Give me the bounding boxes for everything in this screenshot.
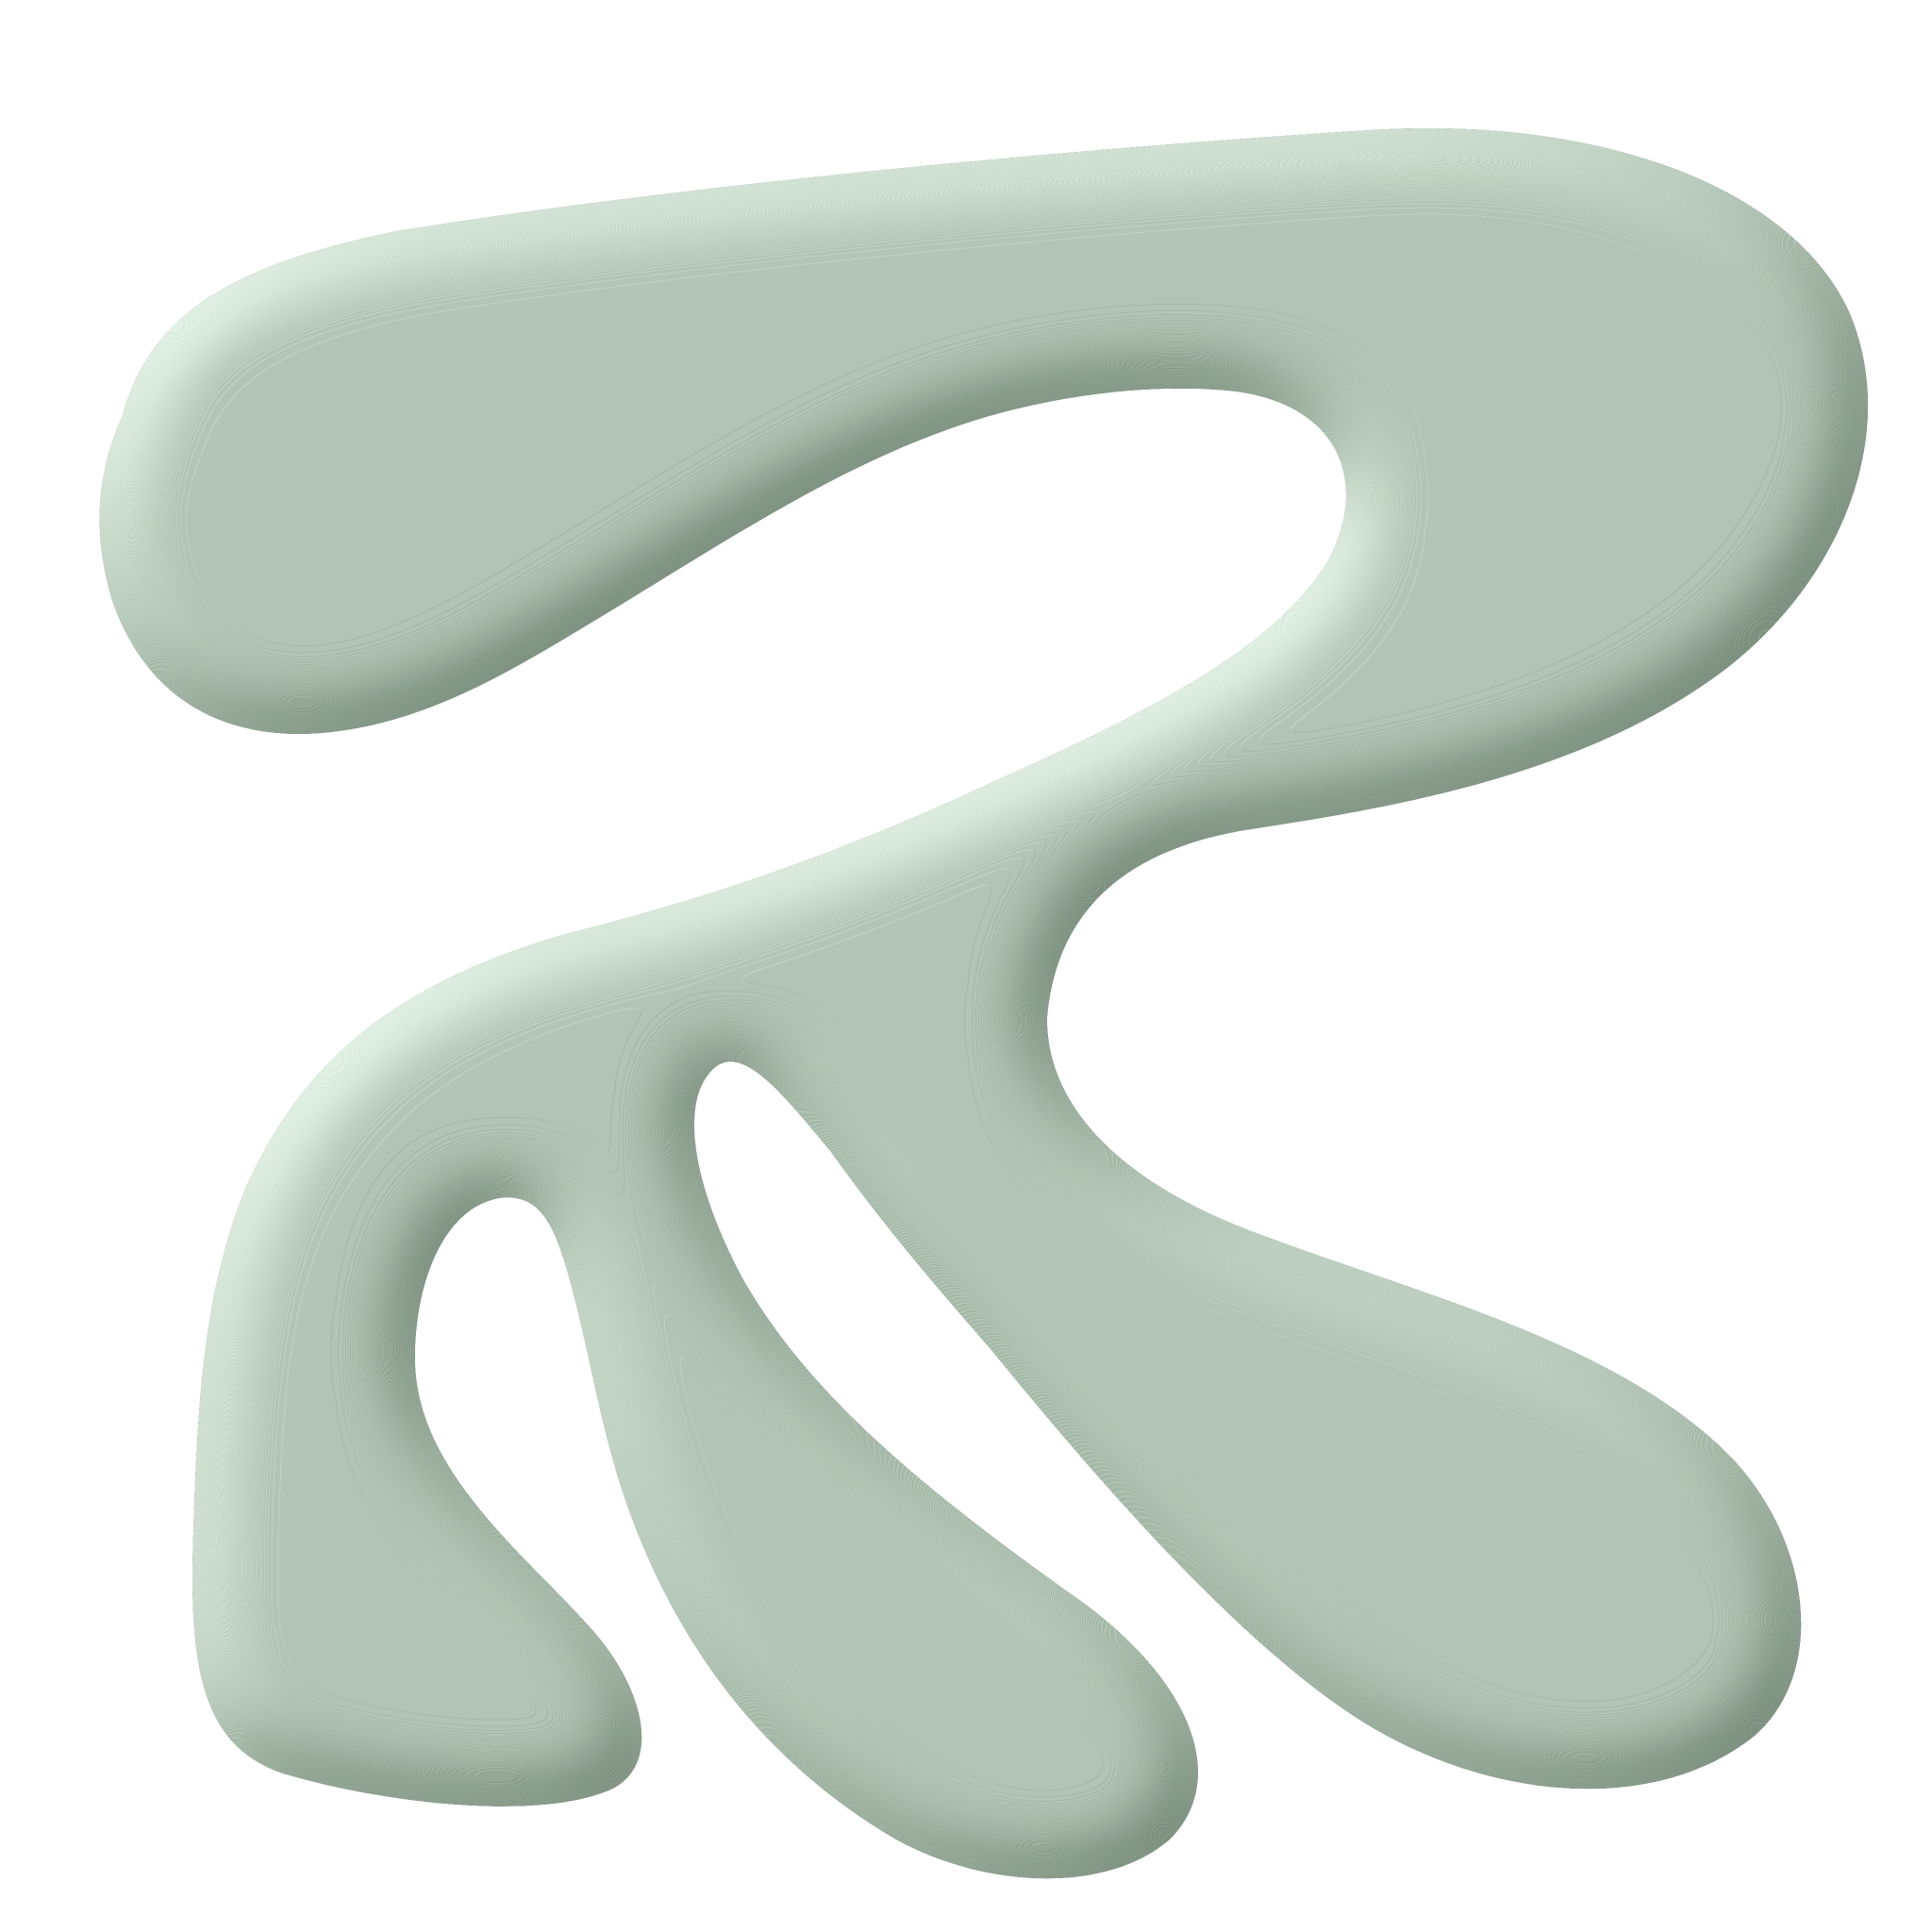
blob-body (99, 127, 1869, 1879)
green-tubular-blob (99, 127, 1869, 1879)
